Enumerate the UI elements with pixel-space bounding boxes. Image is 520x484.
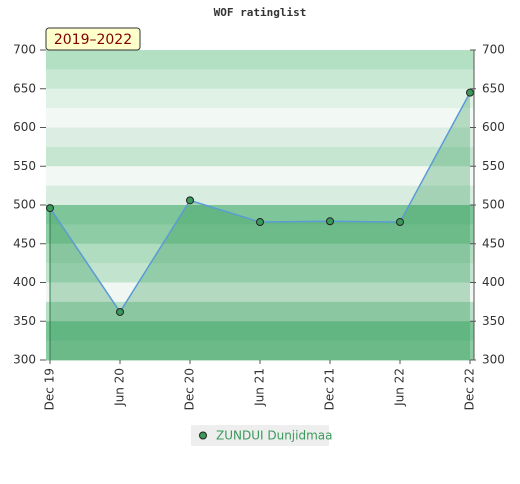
x-tick-label: Dec 21 [323, 368, 337, 410]
background-band [46, 146, 474, 167]
marker [46, 204, 54, 213]
marker [466, 88, 474, 97]
chart-title: WOF ratinglist [214, 6, 307, 19]
y2-tick-label: 400 [482, 275, 505, 289]
background-band [46, 321, 474, 342]
legend-box [191, 425, 329, 446]
marker [116, 307, 124, 316]
y2-tick-label: 500 [482, 198, 505, 212]
y2-tick-label: 550 [482, 159, 505, 173]
y-tick-label: 450 [13, 236, 36, 250]
marker [256, 218, 264, 227]
background-band [46, 88, 474, 109]
area [50, 92, 470, 360]
y-tick-label: 400 [13, 275, 36, 289]
background-band [46, 282, 474, 303]
marker [326, 217, 334, 226]
x-tick-label: Dec 20 [183, 368, 197, 410]
y2-tick-label: 600 [482, 120, 505, 134]
background-band [46, 50, 474, 70]
y2-tick-label: 450 [482, 236, 505, 250]
x-tick-label: Dec 22 [463, 368, 477, 410]
y2-tick-label: 350 [482, 314, 505, 328]
badge: 2019–2022 [54, 32, 132, 48]
background-band [46, 263, 474, 283]
background-band [46, 127, 474, 148]
background-band [46, 108, 474, 128]
marker [186, 196, 194, 205]
y2-tick-label: 650 [482, 81, 505, 95]
y-tick-label: 650 [13, 81, 36, 95]
badge-box [45, 27, 141, 51]
background-band [46, 301, 474, 322]
y-tick-label: 350 [13, 314, 36, 328]
x-tick-label: Jun 21 [253, 368, 267, 407]
y-tick-label: 550 [13, 159, 36, 173]
y-tick-label: 300 [13, 353, 36, 367]
background-band [46, 224, 474, 245]
y-tick-label: 700 [13, 43, 36, 57]
legend-marker [199, 431, 207, 440]
background-band [46, 185, 474, 206]
y-tick-label: 500 [13, 198, 36, 212]
x-tick-label: Jun 20 [113, 368, 127, 407]
background-band [46, 166, 474, 187]
x-tick-label: Jun 22 [393, 368, 407, 407]
legend-label: ZUNDUI Dunjidmaa [216, 429, 333, 443]
marker [396, 218, 404, 227]
background-band [46, 340, 474, 361]
background-band [46, 69, 474, 90]
y2-tick-label: 300 [482, 353, 505, 367]
y2-tick-label: 700 [482, 43, 505, 57]
background-band [46, 205, 474, 225]
x-tick-label: Dec 19 [43, 368, 57, 410]
y-tick-label: 600 [13, 120, 36, 134]
